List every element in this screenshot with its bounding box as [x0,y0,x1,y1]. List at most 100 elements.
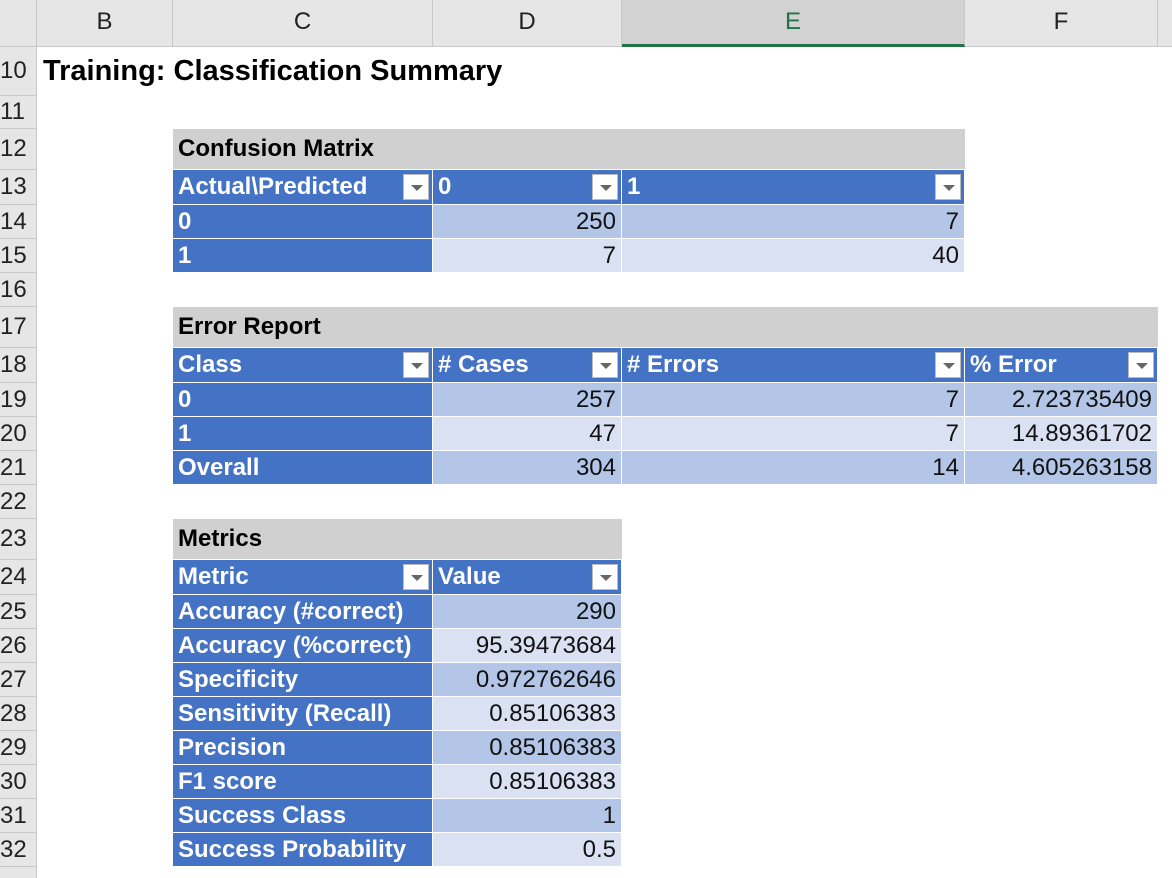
filter-button[interactable] [592,564,618,590]
value-cell: 257 [433,383,622,417]
value-cell: 0.85106383 [433,731,622,765]
value-cell: 7 [622,417,965,451]
row-label: Overall [173,451,433,485]
row-header[interactable]: 11 [0,96,37,129]
cell-text: Accuracy (#correct) [178,597,404,625]
row-header[interactable]: 16 [0,273,37,307]
row-header[interactable]: 26 [0,629,37,663]
value-cell: 4.605263158 [965,451,1158,485]
value-cell: 0.85106383 [433,765,622,799]
filter-button[interactable] [403,174,429,200]
cell-text: 47 [589,419,616,447]
cell-text: 11 [0,98,25,125]
cell-text: 19 [0,385,27,413]
filter-button[interactable] [592,174,618,200]
value-cell: 14 [622,451,965,485]
cell-text: 32 [0,835,27,863]
column-header[interactable]: D [433,0,622,47]
cell-text: D [518,8,536,35]
row-header[interactable]: 27 [0,663,37,697]
cell-text: 0.85106383 [489,767,616,795]
cell-text: F [1053,8,1069,35]
select-all[interactable] [0,0,37,47]
filter-button[interactable] [592,352,618,378]
cell-text: # Cases [438,351,529,378]
row-header[interactable]: 23 [0,519,37,560]
cell-text: Success Probability [178,835,407,863]
sheet-title: Training: Classification Summary [37,47,737,96]
row-header[interactable]: 10 [0,47,37,96]
cell-text: 17 [0,313,27,340]
filter-button[interactable] [935,174,961,200]
cell-text: 14 [0,207,27,235]
row-header[interactable] [0,867,37,878]
table-title: Error Report [173,307,1158,348]
table-header: 1 [622,170,965,205]
row-label: Precision [173,731,433,765]
cell-text: 40 [932,241,959,269]
value-cell: 7 [622,205,965,239]
row-label: 0 [173,205,433,239]
table-header: Class [173,348,433,383]
value-cell: 7 [622,383,965,417]
cell-text: 16 [0,275,27,303]
row-header[interactable]: 30 [0,765,37,799]
cell-text: 18 [0,351,27,378]
cell-text: 29 [0,733,27,761]
row-header[interactable]: 12 [0,129,37,170]
column-header[interactable]: B [37,0,173,47]
row-header[interactable]: 19 [0,383,37,417]
row-header[interactable]: 22 [0,485,37,519]
row-header[interactable]: 15 [0,239,37,273]
row-label: F1 score [173,765,433,799]
row-header[interactable]: 24 [0,560,37,595]
row-label: 1 [173,417,433,451]
column-header[interactable]: F [965,0,1158,47]
cell-text: E [784,8,801,35]
row-header[interactable]: 20 [0,417,37,451]
value-cell: 14.89361702 [965,417,1158,451]
cell-text: 4.605263158 [1011,453,1152,481]
filter-button[interactable] [935,352,961,378]
value-cell: 1 [433,799,622,833]
row-header[interactable]: 31 [0,799,37,833]
value-cell: 40 [622,239,965,273]
cell-text: 24 [0,563,27,590]
row-header[interactable]: 28 [0,697,37,731]
cell-text: 0.972762646 [475,665,616,693]
cell-text: 2.723735409 [1011,385,1152,413]
cell-text: 1 [178,241,192,269]
row-header[interactable]: 29 [0,731,37,765]
row-header[interactable]: 17 [0,307,37,348]
row-header[interactable]: 18 [0,348,37,383]
cell-text: 0 [178,207,192,235]
value-cell: 0.5 [433,833,622,867]
table-header: Value [433,560,622,595]
cell-text: 1 [178,419,192,447]
filter-button[interactable] [403,352,429,378]
table-title: Confusion Matrix [173,129,965,170]
cell-text: 31 [0,801,27,829]
cell-text: Actual\Predicted [178,173,368,200]
row-header[interactable]: 32 [0,833,37,867]
table-title: Metrics [173,519,622,560]
cell-text: Value [438,563,501,590]
filter-button[interactable] [403,564,429,590]
value-cell: 7 [433,239,622,273]
row-label: Success Probability [173,833,433,867]
row-header[interactable]: 25 [0,595,37,629]
table-header: % Error [965,348,1158,383]
cell-text: 7 [945,207,959,235]
row-label: Accuracy (#correct) [173,595,433,629]
row-header[interactable]: 14 [0,205,37,239]
cell-text: 14 [932,453,959,481]
cell-text: Metrics [178,525,263,552]
filter-button[interactable] [1128,352,1154,378]
column-header[interactable] [1158,0,1172,47]
column-header[interactable]: C [173,0,433,47]
column-header[interactable]: E [622,0,965,47]
value-cell: 250 [433,205,622,239]
row-header[interactable]: 13 [0,170,37,205]
row-header[interactable]: 21 [0,451,37,485]
cell-text: 25 [0,597,27,625]
